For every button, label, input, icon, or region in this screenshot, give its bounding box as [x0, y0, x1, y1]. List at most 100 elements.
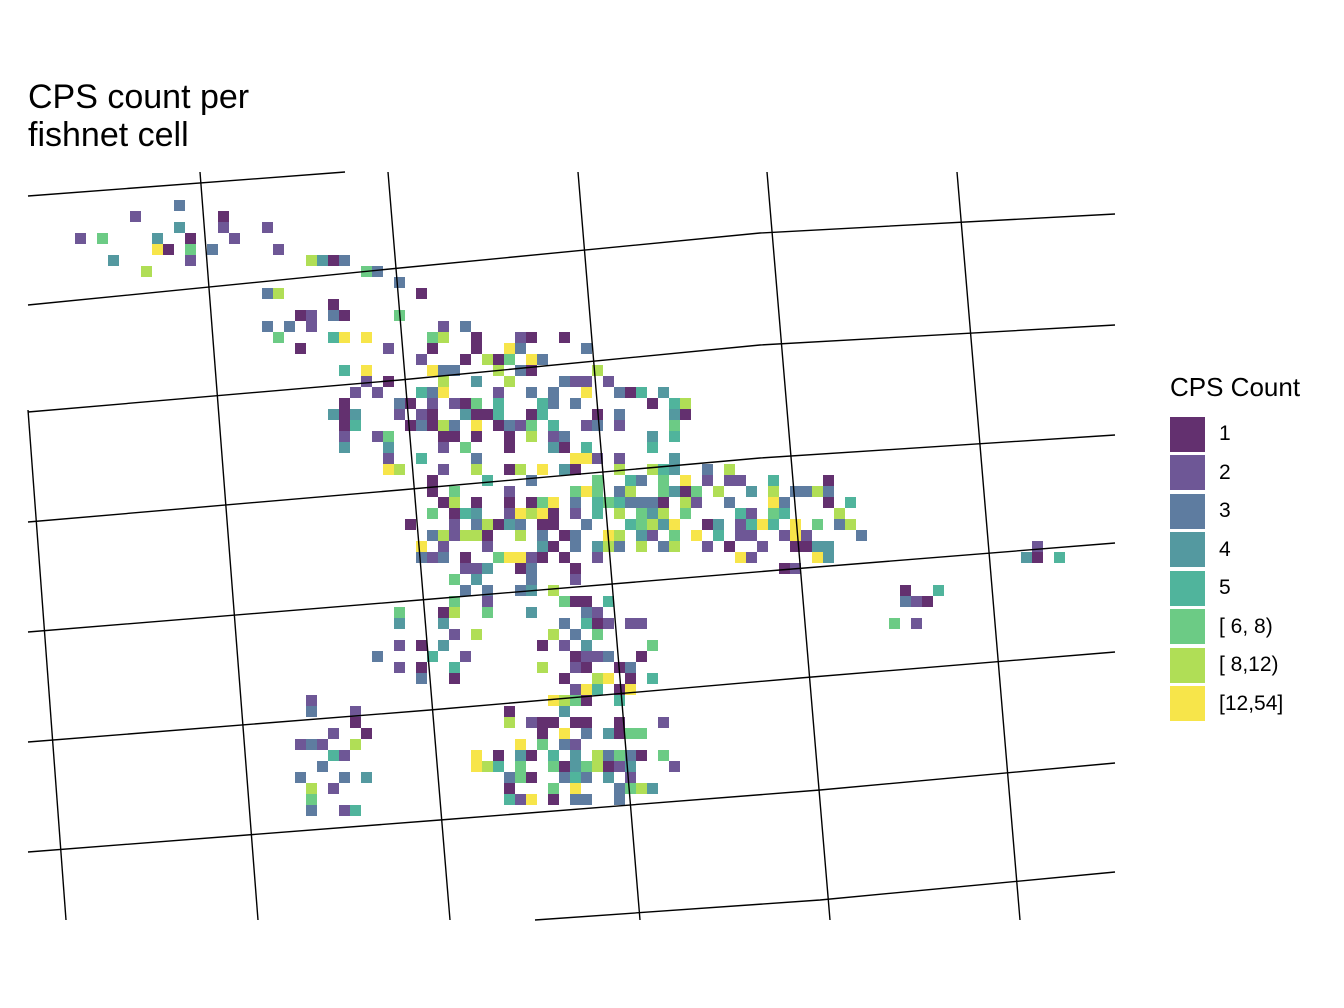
fishnet-cell	[713, 486, 724, 497]
fishnet-cell	[680, 497, 691, 508]
graticule-line	[27, 542, 1116, 633]
fishnet-cell	[449, 365, 460, 376]
fishnet-cell	[394, 618, 405, 629]
fishnet-cell	[306, 739, 317, 750]
fishnet-cell	[317, 739, 328, 750]
fishnet-cell	[559, 706, 570, 717]
fishnet-cell	[526, 497, 537, 508]
fishnet-cell	[449, 486, 460, 497]
fishnet-cell	[372, 266, 383, 277]
fishnet-cell	[350, 706, 361, 717]
fishnet-cell	[515, 464, 526, 475]
fishnet-cell	[592, 508, 603, 519]
fishnet-cell	[526, 508, 537, 519]
fishnet-cell	[658, 475, 669, 486]
fishnet-cell	[438, 442, 449, 453]
fishnet-cell	[438, 464, 449, 475]
fishnet-cell	[537, 409, 548, 420]
fishnet-cell	[834, 519, 845, 530]
fishnet-cell	[339, 442, 350, 453]
fishnet-cell	[306, 794, 317, 805]
fishnet-cell	[526, 332, 537, 343]
fishnet-cell	[152, 233, 163, 244]
fishnet-cell	[328, 409, 339, 420]
fishnet-cell	[603, 673, 614, 684]
fishnet-cell	[526, 717, 537, 728]
fishnet-cell	[548, 750, 559, 761]
fishnet-cell	[614, 728, 625, 739]
fishnet-cell	[449, 662, 460, 673]
fishnet-cell	[790, 486, 801, 497]
fishnet-cell	[548, 398, 559, 409]
fishnet-cell	[636, 508, 647, 519]
fishnet-cell	[361, 332, 372, 343]
fishnet-cell	[383, 453, 394, 464]
fishnet-cell	[603, 728, 614, 739]
fishnet-cell	[581, 387, 592, 398]
graticule	[27, 171, 1116, 921]
fishnet-cell	[526, 420, 537, 431]
fishnet-cell	[581, 772, 592, 783]
fishnet-cell	[526, 387, 537, 398]
fishnet-cell	[493, 387, 504, 398]
graticule-line	[387, 171, 451, 921]
fishnet-cell	[724, 541, 735, 552]
fishnet-cell	[636, 519, 647, 530]
legend-swatch	[1170, 570, 1205, 606]
fishnet-cell	[669, 486, 680, 497]
fishnet-cell	[812, 541, 823, 552]
fishnet-cell	[471, 464, 482, 475]
fishnet-cell	[548, 508, 559, 519]
fishnet-cell	[570, 794, 581, 805]
fishnet-cell	[438, 431, 449, 442]
fishnet-cell	[306, 310, 317, 321]
fishnet-cell	[702, 541, 713, 552]
fishnet-cell	[537, 508, 548, 519]
fishnet-cell	[328, 728, 339, 739]
fishnet-cell	[339, 750, 350, 761]
fishnet-cell	[581, 618, 592, 629]
fishnet-cell	[493, 519, 504, 530]
fishnet-cell	[592, 453, 603, 464]
fishnet-cell	[570, 783, 581, 794]
fishnet-cell	[702, 519, 713, 530]
fishnet-cell	[614, 794, 625, 805]
fishnet-cell	[768, 486, 779, 497]
legend-label: 1	[1219, 422, 1231, 446]
legend-item: 3	[1170, 492, 1300, 531]
fishnet-cell	[581, 651, 592, 662]
fishnet-cell	[185, 233, 196, 244]
fishnet-cell	[361, 365, 372, 376]
fishnet-cell	[636, 783, 647, 794]
fishnet-cell	[339, 365, 350, 376]
fishnet-cell	[515, 585, 526, 596]
fishnet-cell	[427, 409, 438, 420]
fishnet-cell	[537, 541, 548, 552]
fishnet-cell	[614, 761, 625, 772]
fishnet-cell	[515, 508, 526, 519]
fishnet-cell	[757, 541, 768, 552]
fishnet-cell	[493, 354, 504, 365]
fishnet-cell	[482, 761, 493, 772]
fishnet-cell	[581, 662, 592, 673]
fishnet-cell	[669, 761, 680, 772]
legend-label: 5	[1219, 576, 1231, 600]
fishnet-cell	[691, 497, 702, 508]
graticule-line	[766, 171, 831, 921]
fishnet-cell	[504, 717, 515, 728]
fishnet-cell	[614, 409, 625, 420]
fishnet-cell	[449, 508, 460, 519]
fishnet-cell	[658, 486, 669, 497]
fishnet-cell	[790, 519, 801, 530]
fishnet-cell	[515, 519, 526, 530]
fishnet-cell	[570, 563, 581, 574]
fishnet-cell	[900, 585, 911, 596]
fishnet-cell	[306, 706, 317, 717]
fishnet-cell	[1054, 552, 1065, 563]
fishnet-cell	[592, 541, 603, 552]
fishnet-cell	[548, 695, 559, 706]
fishnet-cell	[504, 420, 515, 431]
fishnet-cell	[339, 255, 350, 266]
fishnet-cell	[658, 541, 669, 552]
fishnet-cell	[526, 772, 537, 783]
